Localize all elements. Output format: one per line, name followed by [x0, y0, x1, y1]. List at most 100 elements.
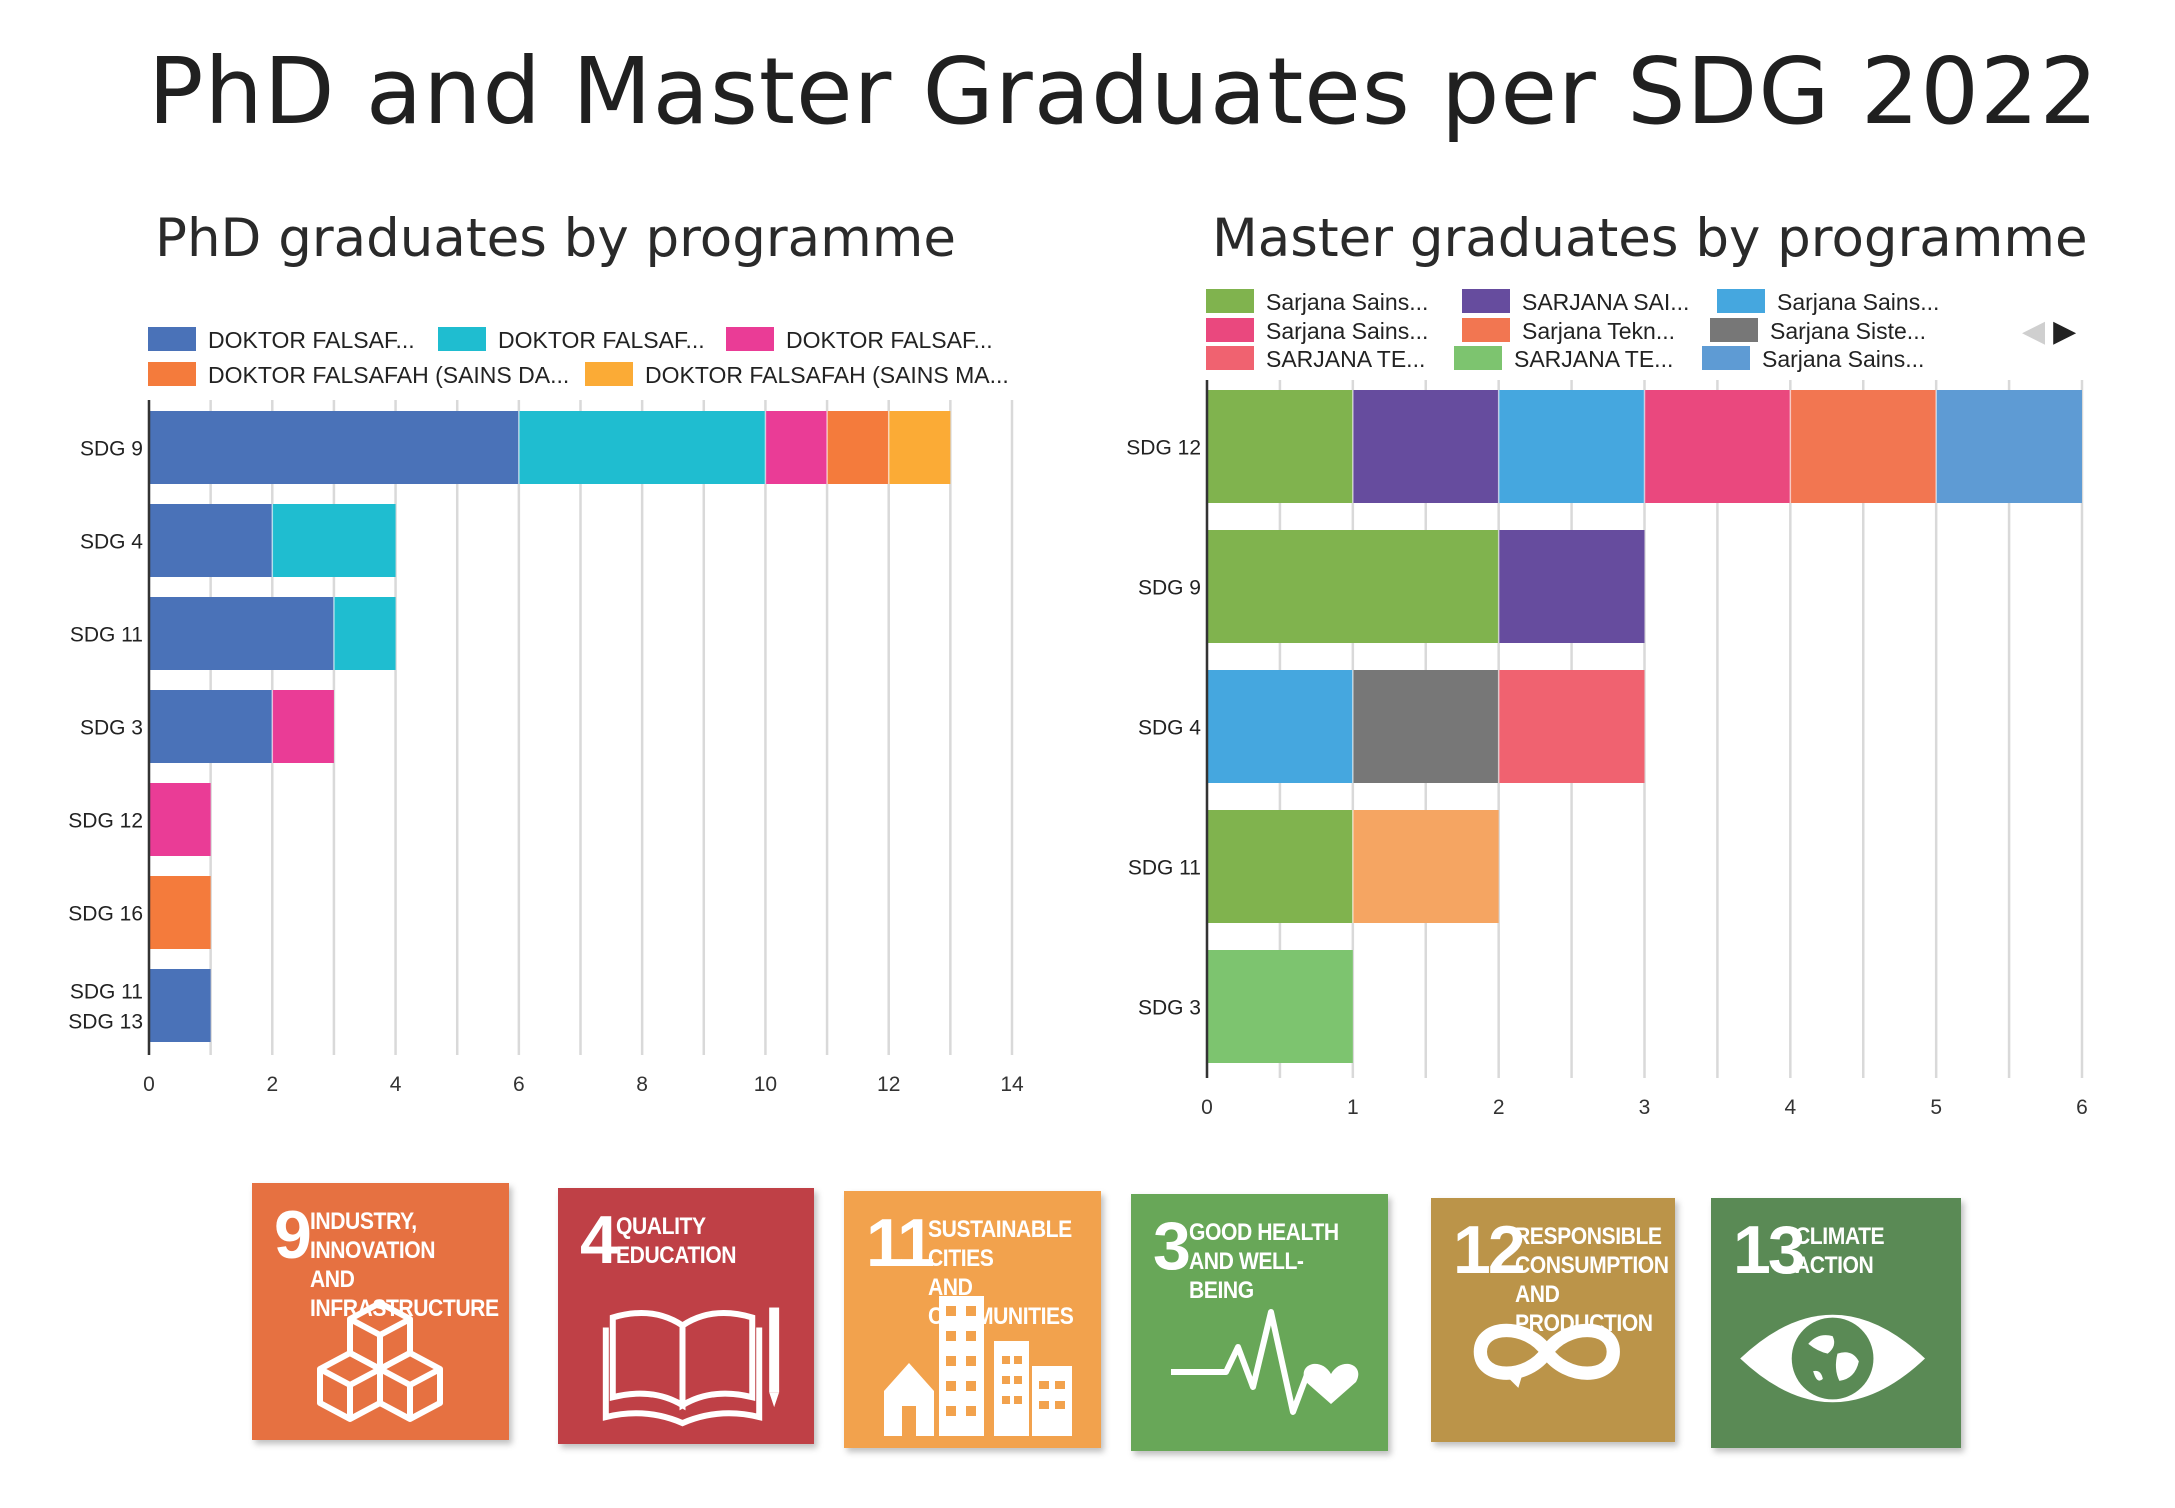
category-label: SDG 9	[1138, 577, 1201, 600]
x-tick-label: 14	[1000, 1073, 1024, 1096]
category-label: SDG 3	[80, 717, 143, 740]
x-tick-label: 0	[1201, 1096, 1213, 1119]
sdg-tile-13: 13 CLIMATE ACTION	[1711, 1198, 1961, 1448]
bar	[1790, 390, 1937, 503]
city-buildings-icon	[884, 1296, 1072, 1436]
category-label: SDG 12	[68, 810, 143, 833]
bar	[1498, 530, 1645, 643]
sdg-tile-3: 3 GOOD HEALTH AND WELL-BEING	[1131, 1194, 1388, 1451]
legend-pager: ◀ ▶	[2022, 314, 2084, 349]
legend-label: Sarjana Siste...	[1770, 318, 1926, 344]
cubes-icon	[317, 1300, 443, 1422]
legend-label: DOKTOR FALSAF...	[208, 327, 415, 353]
x-tick-label: 5	[1930, 1096, 1942, 1119]
sdg-tile-label-line: QUALITY	[616, 1213, 706, 1240]
legend-prev-icon[interactable]: ◀	[2022, 315, 2046, 348]
sdg-tile-label-line: RESPONSIBLE	[1515, 1223, 1662, 1250]
category-label: SDG 16	[68, 903, 143, 926]
legend-next-icon[interactable]: ▶	[2053, 315, 2077, 348]
legend-swatch	[1702, 346, 1750, 370]
sdg-tile-label-line: CONSUMPTION	[1515, 1252, 1669, 1279]
bar	[765, 411, 828, 484]
bar	[149, 783, 211, 856]
legend-label: DOKTOR FALSAFAH (SAINS DA...	[208, 362, 569, 388]
bar	[272, 504, 396, 577]
category-label: SDG 11	[70, 981, 143, 1004]
bar	[1644, 390, 1791, 503]
x-tick-label: 6	[513, 1073, 525, 1096]
legend-label: Sarjana Tekn...	[1522, 318, 1675, 344]
sdg-tile-label-line: EDUCATION	[616, 1242, 737, 1269]
sdg-tile-number: 3	[1153, 1208, 1191, 1284]
bar	[149, 876, 211, 949]
bar	[1207, 390, 1353, 503]
legend-label: SARJANA SAI...	[1522, 289, 1689, 315]
bar	[1352, 810, 1499, 923]
bar	[149, 504, 273, 577]
legend-label: SARJANA TE...	[1514, 346, 1673, 372]
legend-swatch	[148, 327, 196, 351]
infinity-icon	[1473, 1323, 1620, 1388]
legend-swatch	[148, 362, 196, 386]
legend-swatch	[585, 362, 633, 386]
legend-label: SARJANA TE...	[1266, 346, 1425, 372]
bar	[272, 690, 334, 763]
sdg-tile-label-line: SUSTAINABLE CITIES	[928, 1216, 1072, 1272]
bar	[149, 411, 519, 484]
legend-label: Sarjana Sains...	[1777, 289, 1939, 315]
bar	[888, 411, 951, 484]
x-tick-label: 4	[1784, 1096, 1796, 1119]
sdg-tile-4: 4 QUALITY EDUCATION	[558, 1188, 814, 1444]
bar	[518, 411, 766, 484]
bar	[1207, 530, 1499, 643]
sdg-tile-number: 4	[580, 1202, 618, 1278]
x-tick-label: 8	[636, 1073, 648, 1096]
bar	[1498, 390, 1645, 503]
sdg-tile-label-line: AND WELL-BEING	[1189, 1248, 1304, 1304]
legend-label: DOKTOR FALSAF...	[786, 327, 993, 353]
legend-swatch	[1717, 289, 1765, 313]
sdg-tile-label-line: INDUSTRY, INNOVATION	[310, 1208, 436, 1264]
x-tick-label: 0	[143, 1073, 155, 1096]
category-label: SDG 9	[80, 438, 143, 461]
sdg-tile-label: SUSTAINABLE CITIES AND COMMUNITIES	[928, 1215, 1080, 1331]
legend-swatch	[1206, 346, 1254, 370]
category-label: SDG 11	[1128, 857, 1201, 880]
bar	[1352, 390, 1499, 503]
x-tick-label: 4	[390, 1073, 402, 1096]
bar	[827, 411, 889, 484]
sdg-tile-label-line: AND PRODUCTION	[1515, 1281, 1653, 1337]
master-chart-title: Master graduates by programme	[1212, 208, 2088, 269]
category-label: SDG 11	[70, 624, 143, 647]
sdg-tile-label-line: ACTION	[1795, 1252, 1874, 1279]
x-tick-label: 2	[266, 1073, 278, 1096]
legend-label: Sarjana Sains...	[1266, 318, 1428, 344]
x-tick-label: 3	[1639, 1096, 1651, 1119]
category-label: SDG 4	[80, 531, 143, 554]
legend-label: Sarjana Sains...	[1762, 346, 1924, 372]
sdg-tile-label-line: CLIMATE	[1795, 1223, 1885, 1250]
sdg-tile-12: 12 RESPONSIBLE CONSUMPTION AND PRODUCTION	[1431, 1198, 1675, 1442]
category-label: SDG 3	[1138, 997, 1201, 1020]
legend-swatch	[1206, 289, 1254, 313]
bar	[1352, 670, 1499, 783]
bar	[149, 597, 334, 670]
bar	[1207, 950, 1353, 1063]
bar	[149, 969, 211, 1042]
sdg-tile-label: QUALITY EDUCATION	[616, 1212, 736, 1270]
legend-swatch	[1462, 289, 1510, 313]
x-tick-label: 6	[2076, 1096, 2088, 1119]
bar	[1207, 670, 1353, 783]
sdg-tile-number: 13	[1733, 1212, 1806, 1288]
bar	[149, 690, 273, 763]
x-tick-label: 2	[1493, 1096, 1505, 1119]
sdg-tile-number: 12	[1453, 1212, 1526, 1288]
bar	[1207, 810, 1353, 923]
sdg-tile-label: GOOD HEALTH AND WELL-BEING	[1189, 1218, 1364, 1305]
legend-label: Sarjana Sains...	[1266, 289, 1428, 315]
sdg-tile-11: 11 SUSTAINABLE CITIES AND COMMUNITIES	[844, 1191, 1101, 1448]
legend-label: DOKTOR FALSAFAH (SAINS MA...	[645, 362, 1009, 388]
heartbeat-icon	[1171, 1309, 1359, 1415]
